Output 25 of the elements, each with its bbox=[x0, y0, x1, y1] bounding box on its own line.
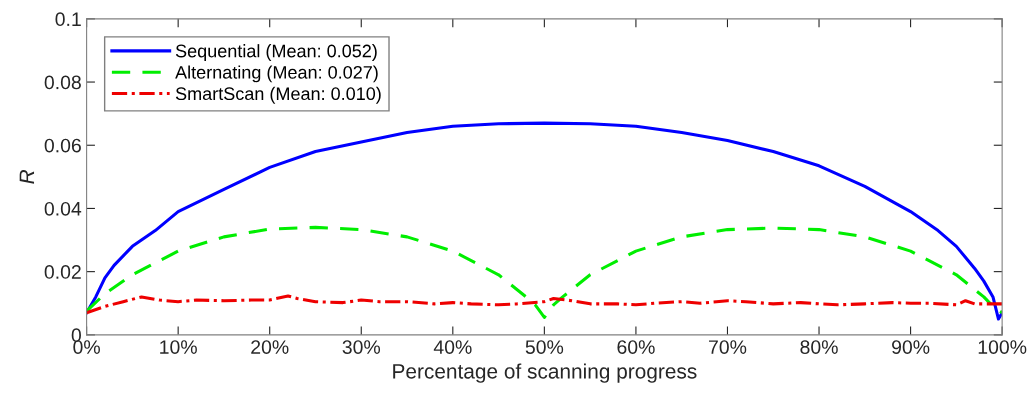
x-tick-label: 80% bbox=[800, 340, 838, 354]
x-tick-label: 0% bbox=[73, 340, 100, 354]
x-tick-label: 70% bbox=[709, 340, 747, 354]
y-axis-title: R bbox=[19, 169, 35, 184]
x-tick-label: 10% bbox=[160, 340, 197, 354]
x-tick-label: 40% bbox=[433, 340, 472, 354]
x-tick-label: 50% bbox=[525, 340, 564, 354]
line-series bbox=[86, 294, 1003, 315]
legend-label: Alternating (Mean: 0.027) bbox=[175, 65, 378, 83]
legend-label: SmartScan (Mean: 0.010) bbox=[175, 86, 381, 104]
x-tick-label: 60% bbox=[617, 340, 655, 354]
y-tick-label: 0.08 bbox=[44, 75, 81, 90]
y-tick-label: 0 bbox=[71, 328, 81, 343]
legend-label: Sequential (Mean: 0.052) bbox=[175, 44, 377, 61]
y-tick-label: 0.1 bbox=[55, 12, 81, 27]
x-tick-label: 20% bbox=[251, 340, 289, 354]
x-axis-title: Percentage of scanning progress bbox=[393, 363, 697, 383]
line-series bbox=[86, 225, 1003, 319]
y-tick-label: 0.02 bbox=[44, 265, 81, 279]
y-tick-label: 0.06 bbox=[44, 138, 81, 153]
x-tick-label: 100% bbox=[978, 340, 1027, 354]
y-tick-label: 0.04 bbox=[44, 201, 82, 216]
x-tick-label: 90% bbox=[892, 340, 930, 354]
line-series bbox=[86, 121, 1003, 321]
x-tick-label: 30% bbox=[342, 340, 381, 354]
